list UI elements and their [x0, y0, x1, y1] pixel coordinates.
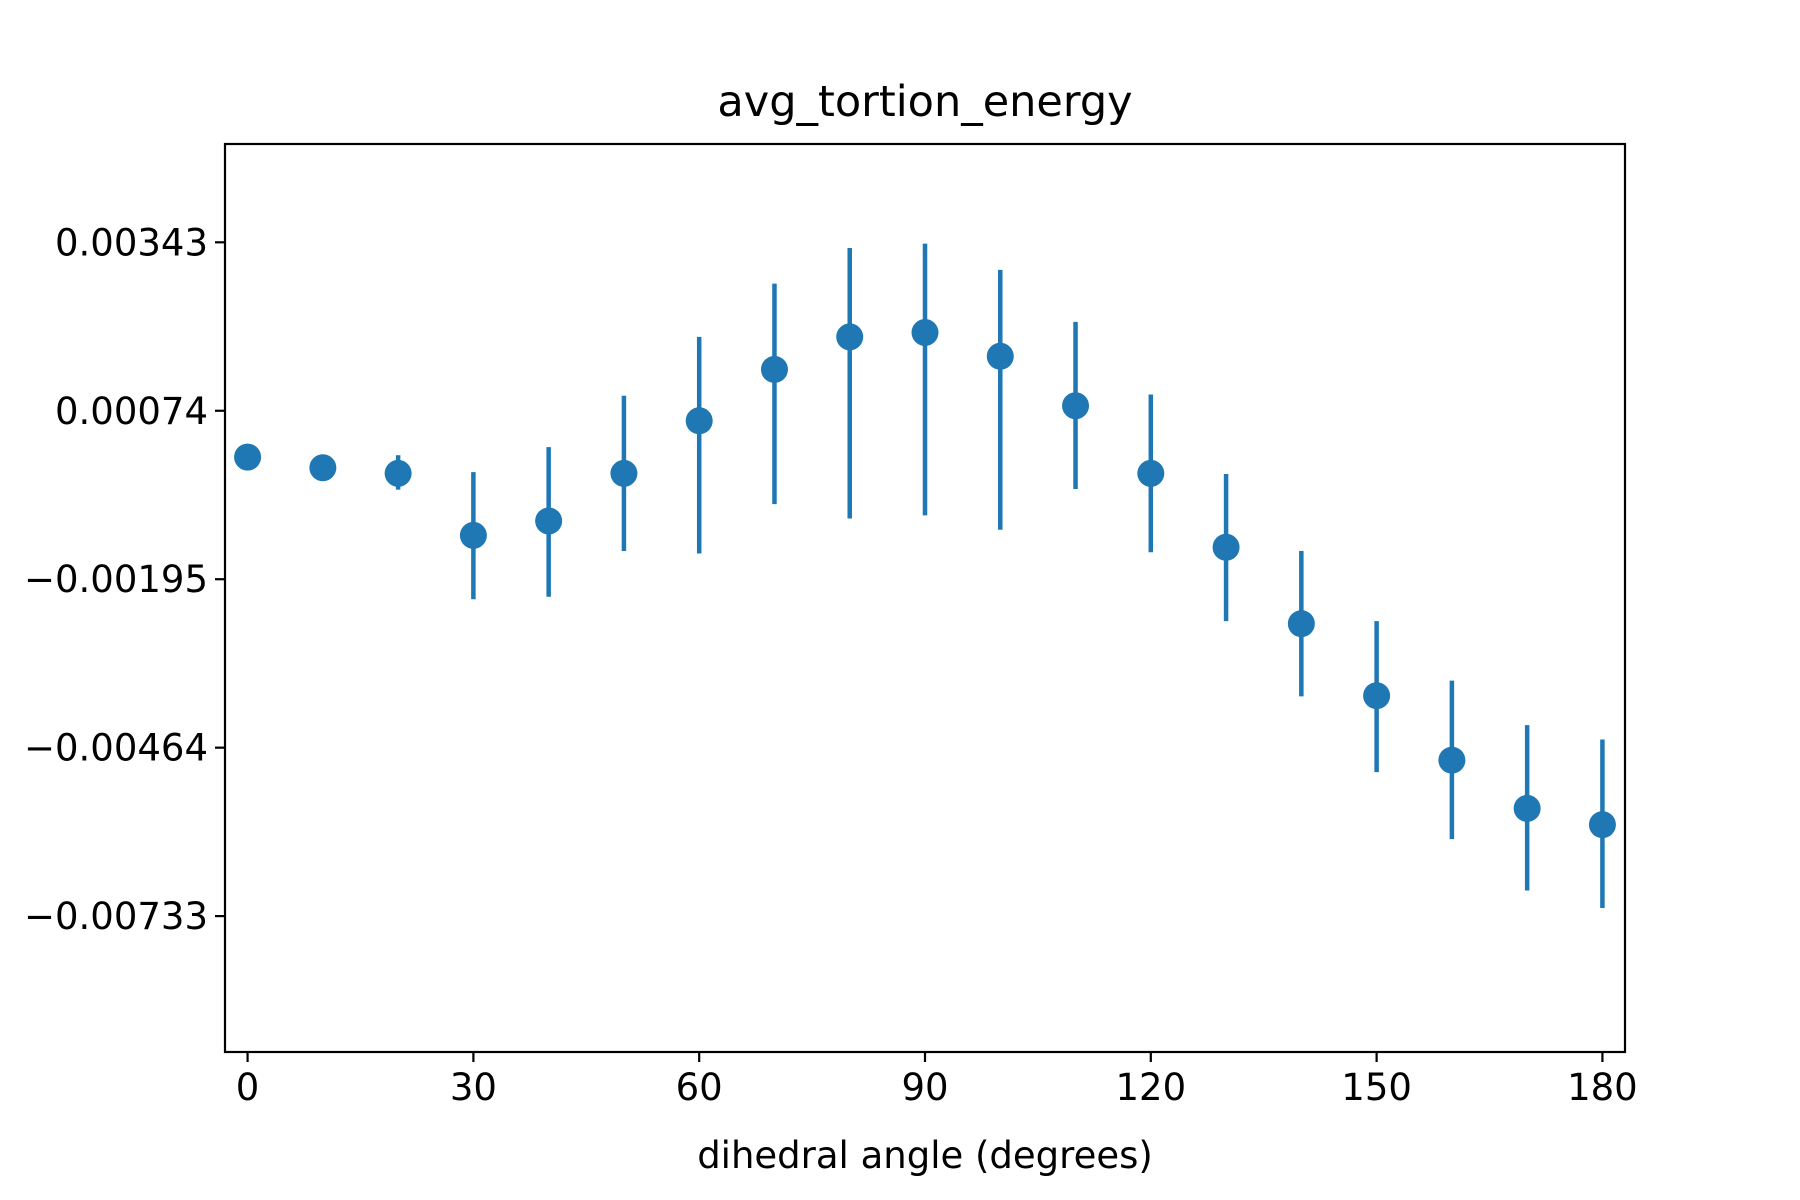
data-point	[535, 507, 563, 535]
data-point	[309, 454, 337, 482]
y-tick-label: 0.00343	[55, 221, 208, 264]
x-tick-label: 0	[236, 1066, 260, 1109]
data-point	[1588, 811, 1616, 839]
data-point	[760, 355, 788, 383]
data-point	[986, 342, 1014, 370]
data-point	[610, 459, 638, 487]
data-point	[836, 323, 864, 351]
x-tick-label: 120	[1115, 1066, 1186, 1109]
plot-frame	[223, 142, 1627, 1054]
data-point	[911, 318, 939, 346]
data-point	[685, 407, 713, 435]
x-tick-label: 180	[1567, 1066, 1638, 1109]
y-tick-label: 0.00074	[55, 390, 208, 433]
y-tick-label: −0.00464	[24, 727, 208, 770]
x-axis: 0 30 60 90 120 150 180	[236, 1052, 1638, 1109]
plot-marks	[234, 243, 1616, 908]
data-point	[1363, 682, 1391, 710]
data-point	[1513, 794, 1541, 822]
data-point	[1137, 459, 1165, 487]
data-point	[459, 521, 487, 549]
y-tick-label: −0.00733	[24, 895, 208, 938]
x-tick-label: 60	[676, 1066, 723, 1109]
chart-title: avg_tortion_energy	[717, 77, 1132, 127]
y-tick-label: −0.00195	[24, 558, 208, 601]
data-point	[1212, 533, 1240, 561]
data-point	[1062, 392, 1090, 420]
x-tick-label: 150	[1341, 1066, 1412, 1109]
x-axis-label: dihedral angle (degrees)	[697, 1134, 1153, 1177]
data-point	[1438, 746, 1466, 774]
y-axis: 0.00343 0.00074 −0.00195 −0.00464 −0.00733	[24, 221, 225, 938]
data-point	[384, 459, 412, 487]
x-tick-label: 90	[901, 1066, 948, 1109]
data-point	[1287, 610, 1315, 638]
x-tick-label: 30	[450, 1066, 497, 1109]
data-point	[234, 443, 262, 471]
